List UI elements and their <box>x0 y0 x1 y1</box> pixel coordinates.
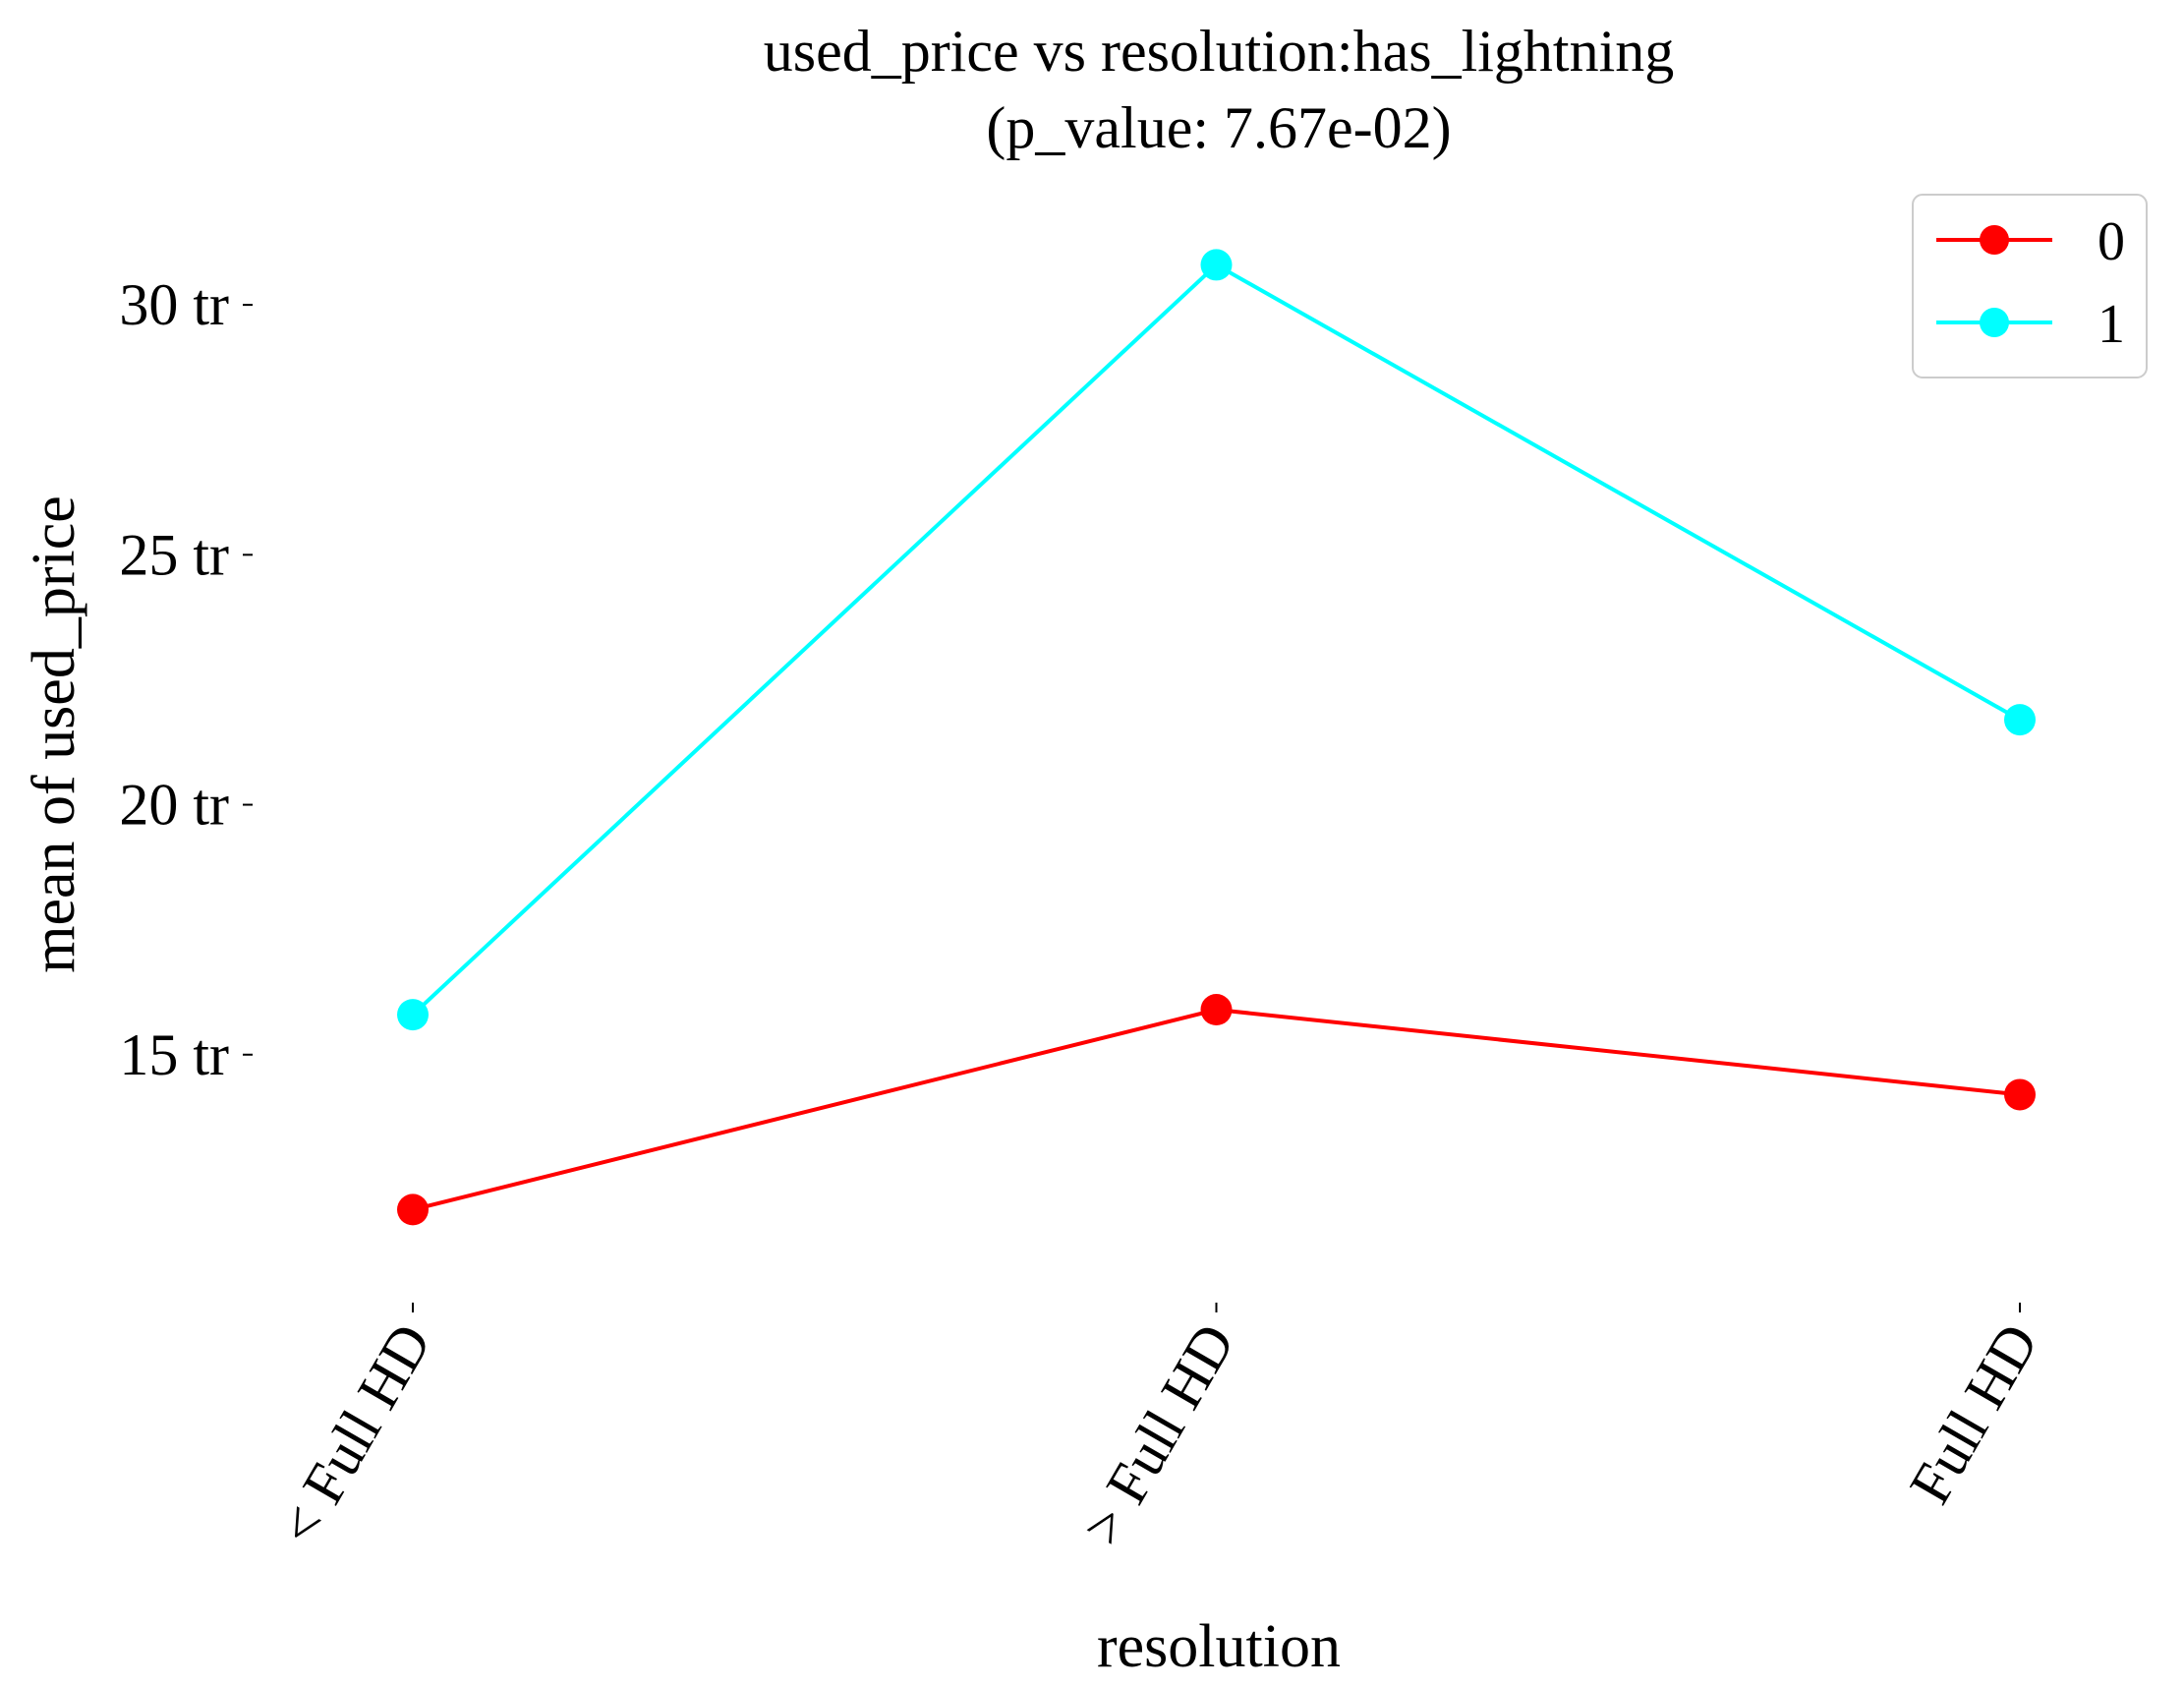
chart-title: used_price vs resolution:has_lightning <box>764 19 1675 84</box>
point-series-0-1 <box>1200 994 1233 1026</box>
series-line-1 <box>411 262 2021 1017</box>
y-tick-label-3: 30 tr <box>119 272 229 337</box>
x-axis-ticks: < Full HD > Full HD Full HD <box>265 1303 2050 1556</box>
legend-marker-1 <box>1980 308 2009 337</box>
point-series-1-2 <box>2004 704 2036 736</box>
point-series-0-0 <box>397 1193 429 1226</box>
legend-label-1: 1 <box>2098 294 2125 355</box>
x-tick-label-2: Full HD <box>1897 1313 2050 1515</box>
chart-subtitle: (p_value: 7.67e-02) <box>986 95 1451 160</box>
x-tick-label-0: < Full HD <box>265 1313 443 1556</box>
x-tick-label-1: > Full HD <box>1069 1313 1247 1556</box>
series-line-0 <box>412 1007 2021 1212</box>
point-series-1-1 <box>1200 249 1233 281</box>
legend-marker-0 <box>1980 225 2009 255</box>
y-axis-ticks: 15 tr 20 tr 25 tr 30 tr <box>119 272 253 1087</box>
point-series-0-2 <box>2004 1078 2036 1111</box>
y-tick-label-0: 15 tr <box>119 1022 229 1087</box>
y-axis-label: mean of used_price <box>21 495 87 972</box>
y-tick-label-2: 25 tr <box>119 522 229 587</box>
series-layer <box>397 249 2036 1226</box>
legend-label-0: 0 <box>2098 211 2125 272</box>
y-tick-label-1: 20 tr <box>119 773 229 838</box>
x-axis-label: resolution <box>1097 1613 1341 1680</box>
legend: 0 1 <box>1912 194 2148 378</box>
point-series-1-0 <box>397 999 429 1031</box>
